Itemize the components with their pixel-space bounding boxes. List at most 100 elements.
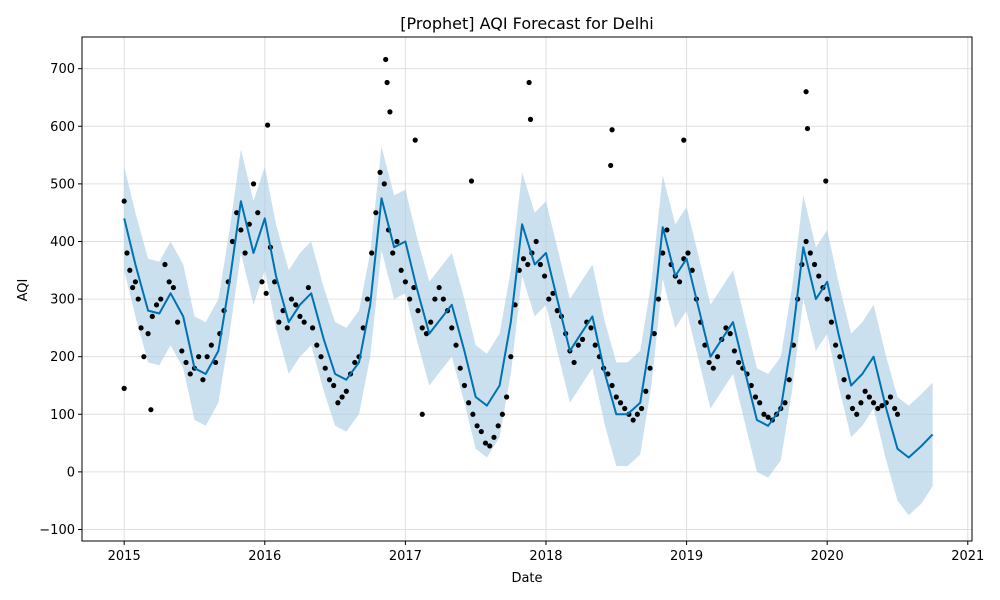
observed-point <box>369 250 375 256</box>
chart-title: [Prophet] AQI Forecast for Delhi <box>400 14 654 33</box>
observed-point <box>807 250 813 256</box>
observed-point <box>288 296 295 302</box>
observed-point <box>811 261 818 268</box>
observed-point <box>234 210 240 216</box>
observed-point <box>187 371 193 377</box>
observed-point <box>630 417 636 423</box>
observed-point <box>554 308 560 314</box>
observed-point <box>453 342 459 348</box>
observed-point <box>837 354 843 360</box>
observed-point <box>634 411 640 417</box>
observed-point <box>179 348 185 354</box>
observed-point <box>527 116 534 122</box>
observed-point <box>200 377 206 383</box>
observed-point <box>828 319 834 325</box>
observed-point <box>343 388 349 394</box>
observed-point <box>748 382 754 389</box>
observed-point <box>449 325 455 331</box>
observed-point <box>731 348 737 354</box>
observed-point <box>204 354 210 360</box>
observed-point <box>887 394 894 400</box>
y-tick-label: 100 <box>50 408 75 423</box>
x-tick-label: 2017 <box>389 549 422 564</box>
observed-point <box>276 319 282 325</box>
observed-point <box>752 394 759 400</box>
observed-point <box>588 325 594 331</box>
observed-point <box>643 388 649 394</box>
x-tick-label: 2015 <box>108 549 141 564</box>
observed-point <box>130 284 136 291</box>
observed-point <box>436 284 442 291</box>
observed-point <box>579 336 586 342</box>
observed-point <box>387 109 393 115</box>
x-axis-ticks: 2015 2016 2017 2018 2019 2020 2021 <box>108 541 984 564</box>
observed-point <box>301 319 307 325</box>
observed-point <box>466 400 472 406</box>
observed-point <box>849 405 856 412</box>
observed-point <box>208 342 214 348</box>
observed-point <box>423 331 430 337</box>
observed-point <box>272 279 278 285</box>
y-tick-label: 0 <box>67 465 75 480</box>
observed-point <box>377 169 383 175</box>
observed-point <box>468 178 475 184</box>
observed-point <box>710 365 716 371</box>
observed-point <box>384 79 390 86</box>
observed-point <box>520 256 527 262</box>
observed-point <box>383 56 389 63</box>
observed-point <box>546 296 552 302</box>
observed-point <box>609 127 615 133</box>
y-tick-label: 500 <box>50 177 75 192</box>
observed-point <box>132 279 139 285</box>
observed-point <box>138 325 144 331</box>
observed-point <box>638 405 645 412</box>
observed-point <box>765 414 771 420</box>
observed-point <box>141 354 147 360</box>
grid <box>82 37 972 541</box>
x-tick-label: 2021 <box>951 549 984 564</box>
observed-point <box>504 394 510 400</box>
observed-point <box>124 250 130 256</box>
observed-point <box>238 227 244 233</box>
observed-point <box>339 394 345 400</box>
observed-point <box>322 365 328 371</box>
observed-point <box>786 377 792 383</box>
observed-point <box>526 79 532 86</box>
observed-point <box>153 302 160 308</box>
observed-point <box>478 428 484 435</box>
observed-point <box>660 250 666 256</box>
observed-point <box>470 411 476 417</box>
observed-point <box>398 267 404 273</box>
y-tick-label: 700 <box>50 62 75 77</box>
observed-point <box>757 400 763 406</box>
observed-point <box>550 290 556 296</box>
observed-point <box>162 261 168 268</box>
observed-point <box>571 359 577 366</box>
observed-point <box>655 296 662 302</box>
observed-point <box>148 407 154 413</box>
observed-point <box>854 411 860 417</box>
observed-point <box>318 354 324 360</box>
observed-point <box>314 342 320 348</box>
observed-point <box>335 400 341 406</box>
observed-point <box>508 354 514 360</box>
observed-point <box>259 279 265 285</box>
observed-point <box>461 382 468 389</box>
observed-point <box>135 296 141 302</box>
observed-point <box>761 411 767 417</box>
observed-point <box>412 137 418 143</box>
observed-point <box>824 296 830 302</box>
observed-point <box>804 125 811 132</box>
observed-point <box>149 313 155 319</box>
observed-point <box>121 385 127 391</box>
observed-point <box>419 325 425 331</box>
observed-point <box>474 423 480 429</box>
plot-frame <box>81 36 973 542</box>
y-tick-label: 300 <box>50 293 75 308</box>
observed-point <box>533 238 539 245</box>
observed-point <box>495 423 501 429</box>
observed-point <box>406 296 413 302</box>
observed-point <box>284 325 290 331</box>
observed-point <box>373 210 379 216</box>
uncertainty-interval <box>124 146 933 516</box>
